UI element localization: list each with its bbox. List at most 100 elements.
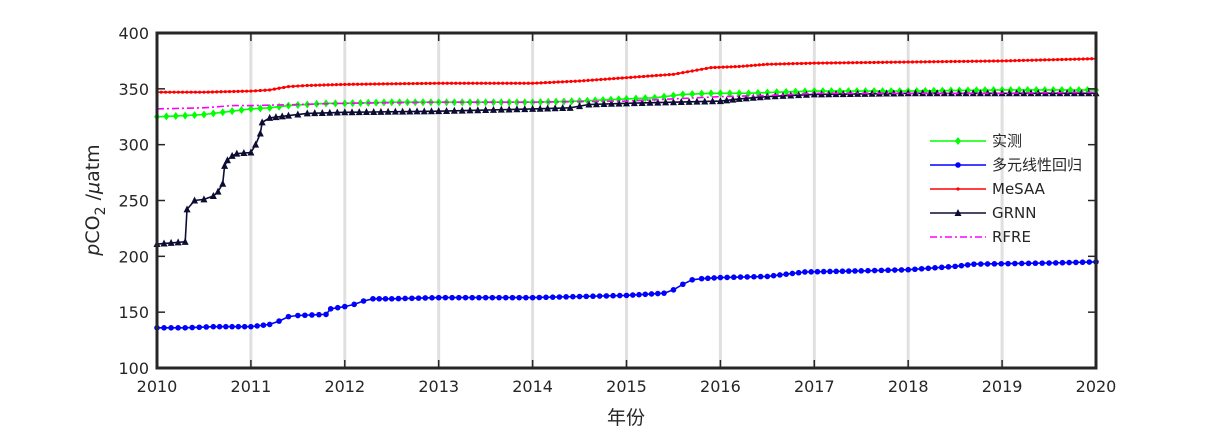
data-point — [893, 60, 897, 64]
data-point — [753, 63, 757, 67]
data-point — [757, 273, 764, 280]
data-point — [219, 179, 227, 187]
data-point — [680, 281, 686, 288]
data-point — [210, 323, 217, 330]
data-point — [603, 77, 607, 81]
data-point — [599, 77, 603, 82]
data-point — [263, 88, 267, 92]
data-point — [196, 324, 203, 331]
data-point — [254, 323, 260, 329]
data-point — [437, 81, 441, 85]
data-point — [573, 79, 577, 83]
data-point — [654, 98, 662, 106]
data-point — [343, 82, 347, 86]
data-point — [253, 89, 258, 93]
data-point — [249, 89, 253, 93]
data-point — [689, 276, 696, 283]
data-point — [783, 271, 789, 278]
data-point — [1038, 58, 1043, 62]
data-point — [855, 61, 859, 65]
data-point — [300, 84, 305, 88]
data-point — [256, 129, 264, 137]
y-tick-label: 350 — [118, 80, 149, 99]
data-point — [385, 82, 390, 86]
data-point — [804, 61, 808, 65]
data-point — [820, 268, 827, 275]
data-point — [749, 93, 757, 101]
data-point — [1064, 57, 1068, 61]
data-point — [616, 76, 620, 80]
data-point — [583, 293, 590, 300]
data-point — [974, 59, 979, 63]
data-point — [296, 84, 300, 88]
data-point — [1009, 59, 1013, 63]
data-point — [238, 106, 245, 115]
data-point — [885, 267, 891, 274]
data-point — [1021, 58, 1026, 63]
y-tick-label: 400 — [118, 24, 149, 43]
data-point — [733, 65, 737, 69]
data-point — [799, 61, 804, 66]
data-point — [245, 89, 249, 93]
data-point — [1000, 59, 1004, 63]
data-point — [462, 81, 466, 85]
data-point — [962, 89, 970, 97]
data-point — [610, 292, 616, 299]
y-label-mu: μ — [82, 182, 104, 195]
data-point — [551, 104, 559, 112]
data-point — [159, 90, 163, 94]
data-point — [286, 85, 291, 89]
data-point — [513, 81, 518, 85]
data-point — [175, 325, 181, 331]
data-point — [966, 59, 970, 63]
data-point — [616, 292, 623, 299]
series-line — [157, 261, 1097, 329]
data-point — [479, 81, 483, 85]
data-point — [326, 83, 330, 87]
data-point — [863, 60, 868, 65]
data-point — [770, 272, 777, 279]
data-point — [432, 81, 437, 85]
data-point — [563, 294, 569, 300]
data-point — [902, 60, 906, 64]
data-point — [925, 265, 932, 272]
data-point — [482, 98, 489, 107]
data-point — [543, 81, 548, 85]
data-point — [471, 81, 475, 85]
data-point — [858, 268, 865, 274]
data-point — [912, 266, 918, 273]
x-tick-label: 2017 — [794, 377, 835, 396]
data-point — [391, 107, 399, 115]
data-point — [458, 106, 466, 114]
data-point — [206, 90, 210, 94]
data-point — [725, 65, 729, 69]
data-point — [240, 89, 244, 93]
data-point — [496, 294, 502, 301]
data-point — [590, 293, 596, 300]
data-point — [449, 81, 454, 85]
data-point — [189, 324, 196, 331]
data-point — [522, 81, 526, 85]
data-point — [258, 88, 262, 93]
data-point — [669, 98, 677, 106]
data-point — [689, 90, 696, 99]
data-point — [368, 82, 373, 86]
data-point — [476, 294, 482, 301]
data-point — [576, 293, 583, 300]
legend-item: RFRE — [930, 228, 1031, 246]
data-point — [1068, 57, 1072, 61]
data-point — [529, 104, 537, 112]
data-point — [229, 107, 236, 116]
data-point — [552, 80, 556, 84]
data-point — [600, 100, 608, 108]
data-point — [987, 59, 991, 63]
data-point — [729, 95, 737, 103]
data-point — [1017, 58, 1021, 63]
data-point — [1039, 260, 1046, 266]
data-point — [637, 75, 641, 79]
data-point — [497, 105, 505, 113]
data-point — [570, 293, 576, 300]
data-point — [774, 62, 778, 66]
data-point — [834, 61, 838, 65]
data-point — [690, 69, 694, 73]
